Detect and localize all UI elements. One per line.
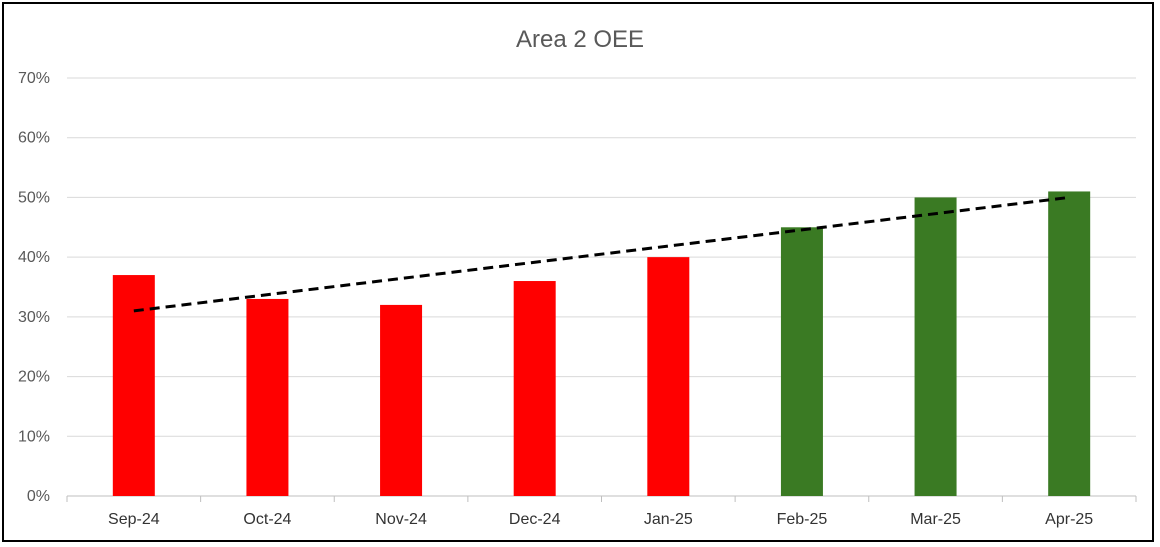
gridlines	[66, 77, 1137, 502]
bar-nov-24	[380, 304, 423, 496]
x-axis-ticks: Sep-24 Oct-24 Nov-24 Dec-24 Jan-25 Feb-25 Mar-…	[108, 511, 1093, 528]
y-tick-label: 30%	[18, 309, 50, 326]
bar-sep-24	[112, 275, 155, 496]
x-tick-label: Jan-25	[644, 511, 693, 528]
y-tick-label: 10%	[18, 428, 50, 445]
y-tick-label: 50%	[18, 189, 50, 206]
y-tick-label: 70%	[18, 70, 50, 87]
x-tick-label: Apr-25	[1045, 511, 1093, 528]
x-tick-label: Dec-24	[509, 511, 561, 528]
x-tick-label: Sep-24	[108, 511, 160, 528]
bar-apr-25	[1048, 191, 1091, 496]
bar-jan-25	[647, 257, 690, 496]
x-tick-label: Oct-24	[243, 511, 291, 528]
x-tick-label: Nov-24	[375, 511, 427, 528]
y-tick-label: 20%	[18, 369, 50, 386]
chart-title: Area 2 OEE	[516, 26, 644, 53]
bars	[112, 191, 1091, 497]
x-tick-label: Mar-25	[910, 511, 961, 528]
bar-mar-25	[914, 197, 957, 496]
bar-chart: Area 2 OEE 0% 10% 20% 30% 40% 50% 60% 70% Sep-2…	[18, 26, 1137, 528]
y-tick-label: 60%	[18, 130, 50, 147]
x-tick-label: Feb-25	[777, 511, 828, 528]
bar-oct-24	[246, 298, 289, 496]
trendline-group	[133, 195, 1070, 313]
y-tick-label: 40%	[18, 249, 50, 266]
y-axis-ticks: 0% 10% 20% 30% 40% 50% 60% 70%	[18, 70, 50, 505]
bar-dec-24	[513, 281, 556, 496]
trendline	[133, 195, 1070, 313]
bar-feb-25	[780, 227, 823, 497]
y-tick-label: 0%	[27, 488, 50, 505]
